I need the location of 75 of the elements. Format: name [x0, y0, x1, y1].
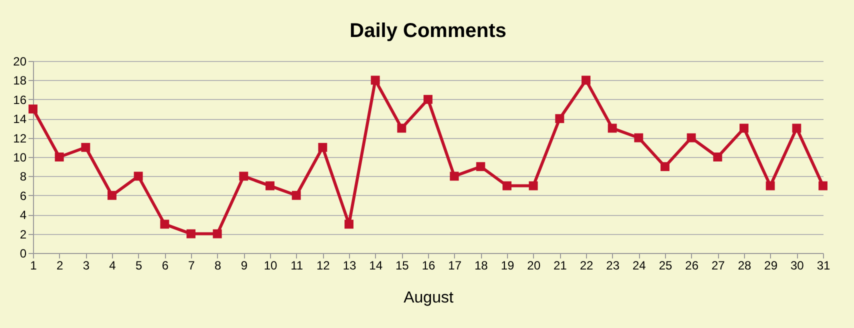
point — [344, 220, 354, 229]
point — [81, 142, 90, 152]
x-tick-label: 28 — [738, 258, 752, 272]
y-tick-label: 12 — [13, 131, 27, 146]
x-tick-label: 27 — [711, 258, 726, 272]
point — [740, 124, 748, 133]
point — [266, 181, 274, 190]
y-tick-label: 0 — [20, 246, 27, 260]
point — [54, 152, 64, 162]
x-tick-label: 24 — [632, 258, 646, 272]
x-tick-label: 9 — [240, 258, 248, 272]
point — [318, 142, 328, 152]
x-tick-label: 12 — [316, 258, 330, 272]
x-tick-label: 21 — [553, 258, 568, 272]
y-tick-label: 6 — [20, 188, 27, 203]
y-tick-label: 4 — [20, 208, 27, 222]
y-tick-label: 20 — [13, 54, 27, 68]
x-tick-label: 5 — [135, 258, 142, 272]
x-tick-label: 1 — [30, 258, 38, 272]
point — [818, 181, 828, 190]
x-tick-label: 10 — [264, 258, 278, 272]
point — [370, 76, 380, 85]
x-tick-label: 14 — [369, 258, 383, 272]
point — [424, 94, 432, 104]
x-tick-label: 18 — [474, 258, 488, 272]
point — [502, 181, 512, 190]
y-tick-label: 18 — [13, 74, 27, 88]
point — [713, 152, 722, 162]
y-tick-label: 16 — [13, 92, 27, 107]
point — [450, 172, 459, 181]
point — [397, 124, 406, 133]
point — [634, 133, 644, 142]
x-axis-title: August — [404, 290, 454, 306]
x-tick-label: 4 — [109, 258, 116, 272]
x-tick-label: 25 — [658, 258, 672, 272]
point — [212, 229, 222, 238]
point — [582, 76, 590, 85]
point — [160, 220, 170, 229]
x-tick-label: 7 — [188, 258, 196, 272]
point — [608, 124, 617, 133]
x-tick-label: 3 — [82, 258, 90, 272]
point — [660, 162, 670, 172]
x-tick-label: 31 — [816, 258, 830, 272]
x-tick-label: 8 — [214, 258, 222, 272]
x-tick-label: 2 — [56, 258, 64, 272]
point — [134, 172, 143, 181]
point — [476, 162, 486, 172]
x-tick-label: 26 — [685, 258, 699, 272]
x-tick-label: 30 — [790, 258, 804, 272]
x-tick-label: 19 — [500, 258, 514, 272]
point — [292, 190, 301, 200]
x-tick-label: 23 — [606, 258, 620, 272]
x-tick-label: 16 — [422, 258, 436, 272]
y-tick-label: 10 — [13, 150, 27, 164]
point — [766, 181, 775, 190]
point — [792, 124, 802, 133]
y-tick-label: 14 — [13, 112, 27, 126]
point — [108, 190, 116, 200]
y-tick-label: 2 — [20, 227, 27, 242]
point — [186, 229, 196, 238]
point — [555, 114, 564, 124]
x-tick-label: 15 — [395, 258, 410, 272]
point — [528, 181, 538, 190]
x-tick-label: 6 — [162, 258, 169, 272]
point — [686, 133, 696, 142]
point — [28, 104, 38, 114]
y-tick-label: 8 — [20, 170, 27, 184]
x-tick-label: 20 — [527, 258, 541, 272]
x-tick-label: 22 — [580, 258, 594, 272]
chart-title: Daily Comments — [350, 20, 506, 42]
point — [239, 172, 248, 181]
x-tick-label: 11 — [290, 258, 304, 272]
x-tick-label: 29 — [764, 258, 778, 272]
x-tick-label: 13 — [342, 258, 356, 272]
x-tick-label: 17 — [448, 258, 462, 272]
